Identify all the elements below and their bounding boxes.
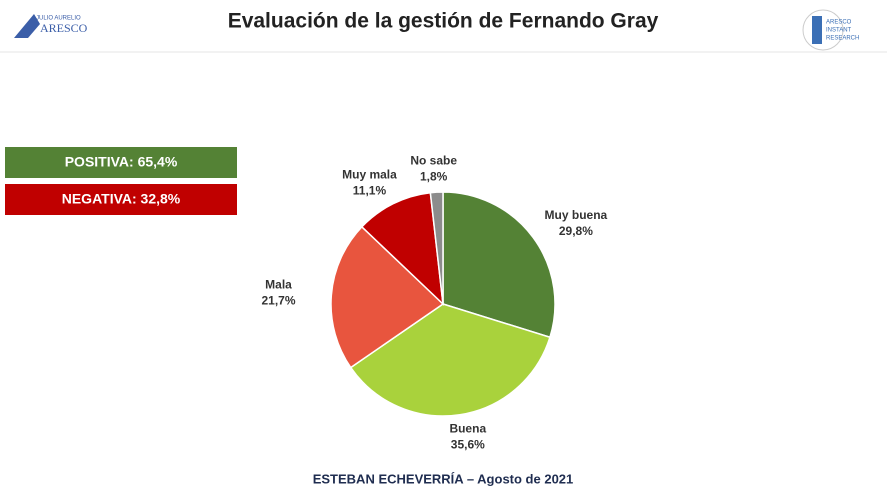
logo-text: JULIO AURELIO xyxy=(36,16,81,22)
pie-slice xyxy=(442,191,556,339)
slice-value: 35,6% xyxy=(451,438,485,452)
slice-label: Mala xyxy=(265,278,292,292)
logo-text: INSTANT xyxy=(826,28,852,34)
summary-boxes: POSITIVA: 65,4% NEGATIVA: 32,8% xyxy=(5,147,237,215)
pie-slice xyxy=(360,191,444,306)
chart-title: Evaluación de la gestión de Fernando Gra… xyxy=(228,10,659,33)
logo-text: ARESCO xyxy=(826,20,852,26)
pie-slice xyxy=(349,303,551,417)
slice-value: 1,8% xyxy=(420,169,448,183)
summary-text: POSITIVA: 65,4% xyxy=(65,154,178,170)
right-logo: ARESCO INSTANT RESEARCH xyxy=(802,9,859,51)
pie: Muy buena 29,8% Buena 35,6% Mala 21,7% Muy mal… xyxy=(261,153,607,451)
left-logo: JULIO AURELIO ARESCO xyxy=(14,14,88,38)
summary-box xyxy=(5,184,237,215)
logo-shape xyxy=(14,14,40,38)
slice-value: 21,7% xyxy=(261,294,295,308)
slice-label: Muy mala xyxy=(342,167,397,181)
pie-slice xyxy=(429,191,444,305)
slice-value: 29,8% xyxy=(559,224,593,238)
logo-text: RESEARCH xyxy=(826,36,859,42)
logo-text: ARESCO xyxy=(40,21,88,35)
slice-label: Buena xyxy=(449,422,486,436)
logo-shape xyxy=(812,16,822,44)
summary-box xyxy=(5,147,237,178)
pie-slice xyxy=(330,225,445,369)
caption: ESTEBAN ECHEVERRÍA – Agosto de 2021 xyxy=(313,471,574,486)
summary-text: NEGATIVA: 32,8% xyxy=(62,191,181,207)
slice-value: 11,1% xyxy=(353,183,387,197)
slice-label: No sabe xyxy=(410,153,457,167)
slice-label: Muy buena xyxy=(545,208,608,222)
